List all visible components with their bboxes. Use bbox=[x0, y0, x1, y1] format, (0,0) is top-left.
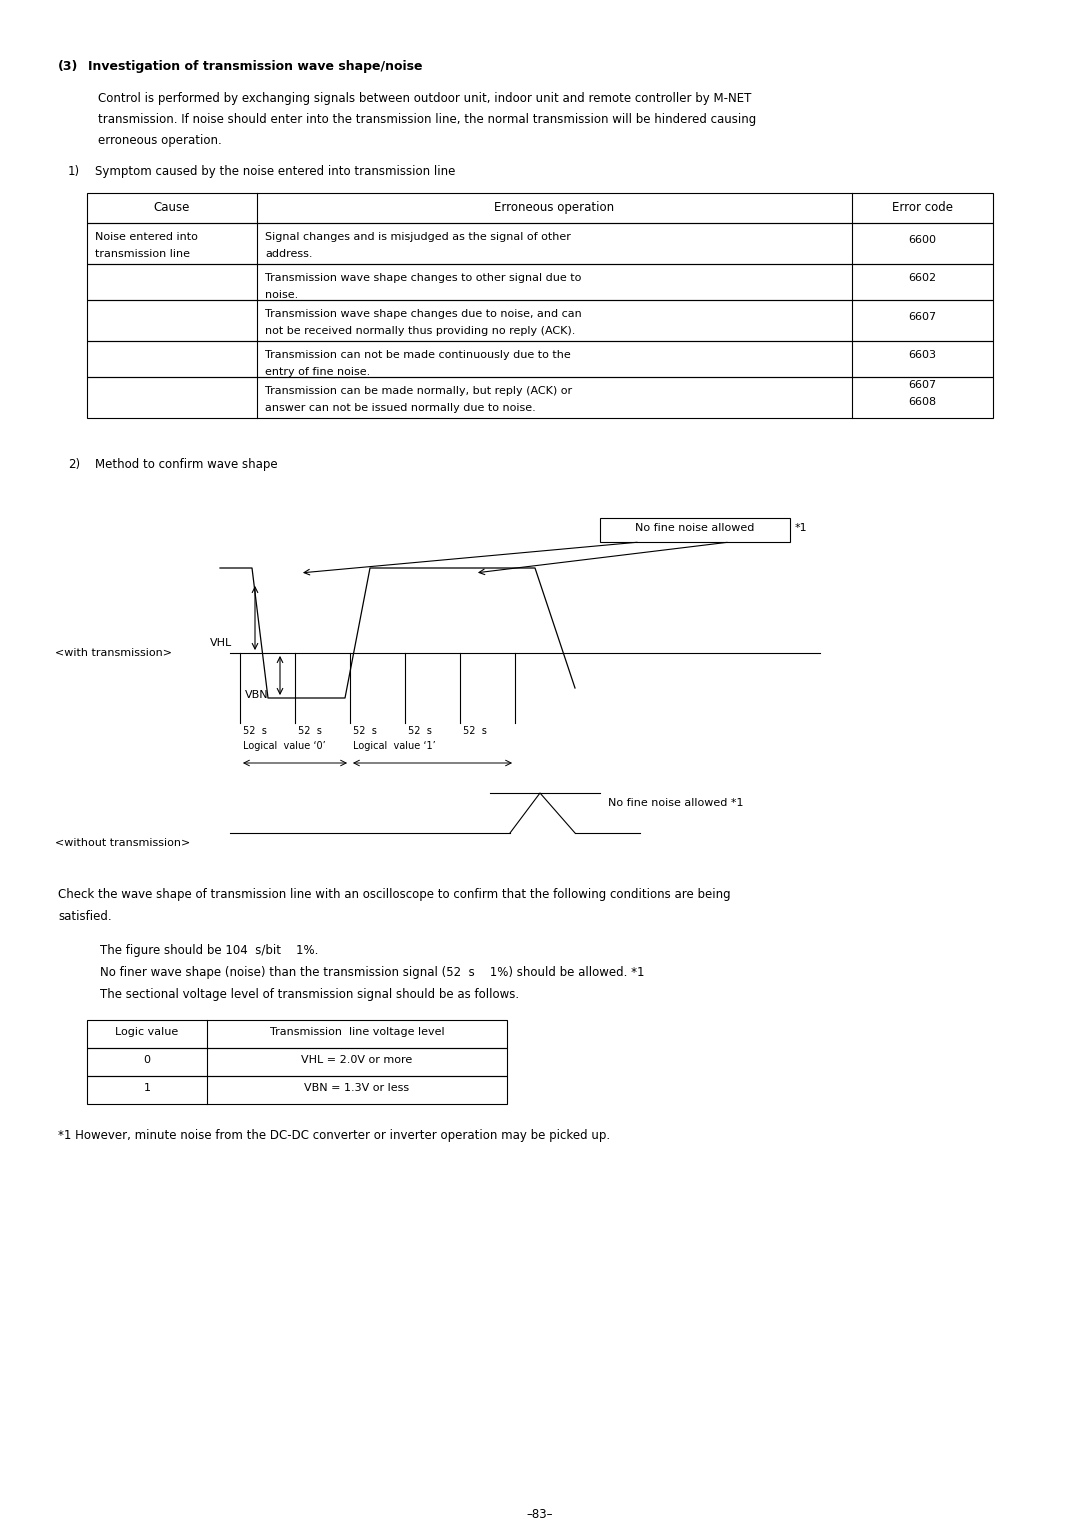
Text: 52  s: 52 s bbox=[408, 726, 432, 736]
Text: Signal changes and is misjudged as the signal of other: Signal changes and is misjudged as the s… bbox=[265, 232, 571, 241]
Text: 6607: 6607 bbox=[908, 312, 936, 322]
Text: 6603: 6603 bbox=[908, 350, 936, 361]
Text: Transmission wave shape changes to other signal due to: Transmission wave shape changes to other… bbox=[265, 274, 581, 283]
Bar bbox=[87, 264, 993, 299]
Text: No fine noise allowed: No fine noise allowed bbox=[635, 523, 755, 533]
Text: satisfied.: satisfied. bbox=[58, 911, 111, 923]
Text: 6602: 6602 bbox=[908, 274, 936, 283]
Text: Transmission can not be made continuously due to the: Transmission can not be made continuousl… bbox=[265, 350, 570, 361]
Text: The sectional voltage level of transmission signal should be as follows.: The sectional voltage level of transmiss… bbox=[100, 989, 519, 1001]
Text: 52  s: 52 s bbox=[298, 726, 322, 736]
Text: 1): 1) bbox=[68, 165, 80, 177]
Bar bbox=[87, 341, 993, 377]
Bar bbox=[87, 223, 993, 264]
Text: *1 However, minute noise from the DC-DC converter or inverter operation may be p: *1 However, minute noise from the DC-DC … bbox=[58, 1129, 610, 1141]
Text: Erroneous operation: Erroneous operation bbox=[494, 202, 615, 214]
Text: No finer wave shape (noise) than the transmission signal (52  s    1%) should be: No finer wave shape (noise) than the tra… bbox=[100, 966, 645, 979]
Text: <without transmission>: <without transmission> bbox=[55, 837, 190, 848]
Text: answer can not be issued normally due to noise.: answer can not be issued normally due to… bbox=[265, 403, 536, 413]
Text: Control is performed by exchanging signals between outdoor unit, indoor unit and: Control is performed by exchanging signa… bbox=[98, 92, 752, 105]
Text: 52  s: 52 s bbox=[353, 726, 377, 736]
Text: 2): 2) bbox=[68, 458, 80, 471]
Text: VHL: VHL bbox=[210, 639, 232, 648]
Text: VBN: VBN bbox=[245, 691, 269, 700]
Text: The figure should be 104  s/bit    1%.: The figure should be 104 s/bit 1%. bbox=[100, 944, 319, 957]
Text: No fine noise allowed *1: No fine noise allowed *1 bbox=[608, 798, 743, 808]
Text: *1: *1 bbox=[795, 523, 808, 533]
Text: 6607: 6607 bbox=[908, 380, 936, 390]
Text: Transmission wave shape changes due to noise, and can: Transmission wave shape changes due to n… bbox=[265, 309, 582, 319]
Text: Logical  value ‘1’: Logical value ‘1’ bbox=[353, 741, 435, 750]
Text: Logical  value ‘0’: Logical value ‘0’ bbox=[243, 741, 326, 750]
Text: Error code: Error code bbox=[891, 202, 953, 214]
Text: transmission line: transmission line bbox=[95, 249, 190, 260]
Bar bbox=[87, 193, 993, 223]
Text: Transmission  line voltage level: Transmission line voltage level bbox=[270, 1027, 444, 1038]
Text: noise.: noise. bbox=[265, 290, 298, 299]
Text: 6600: 6600 bbox=[908, 235, 936, 244]
Text: VHL = 2.0V or more: VHL = 2.0V or more bbox=[301, 1054, 413, 1065]
Text: Method to confirm wave shape: Method to confirm wave shape bbox=[95, 458, 278, 471]
Text: –83–: –83– bbox=[527, 1508, 553, 1520]
Text: erroneous operation.: erroneous operation. bbox=[98, 134, 221, 147]
Text: Symptom caused by the noise entered into transmission line: Symptom caused by the noise entered into… bbox=[95, 165, 456, 177]
Bar bbox=[87, 299, 993, 341]
Text: 0: 0 bbox=[144, 1054, 150, 1065]
Bar bbox=[87, 1021, 507, 1048]
Text: Cause: Cause bbox=[153, 202, 190, 214]
Text: address.: address. bbox=[265, 249, 312, 260]
Text: (3): (3) bbox=[58, 60, 79, 73]
Bar bbox=[87, 377, 993, 419]
Text: 6608: 6608 bbox=[908, 397, 936, 406]
Text: Transmission can be made normally, but reply (ACK) or: Transmission can be made normally, but r… bbox=[265, 387, 572, 396]
Text: Logic value: Logic value bbox=[116, 1027, 178, 1038]
Bar bbox=[87, 1076, 507, 1105]
Text: Check the wave shape of transmission line with an oscilloscope to confirm that t: Check the wave shape of transmission lin… bbox=[58, 888, 731, 902]
Text: Noise entered into: Noise entered into bbox=[95, 232, 198, 241]
Text: <with transmission>: <with transmission> bbox=[55, 648, 172, 659]
Text: not be received normally thus providing no reply (ACK).: not be received normally thus providing … bbox=[265, 325, 576, 336]
Bar bbox=[87, 1048, 507, 1076]
Text: entry of fine noise.: entry of fine noise. bbox=[265, 367, 370, 377]
Text: VBN = 1.3V or less: VBN = 1.3V or less bbox=[305, 1083, 409, 1093]
Text: Investigation of transmission wave shape/noise: Investigation of transmission wave shape… bbox=[87, 60, 422, 73]
Text: transmission. If noise should enter into the transmission line, the normal trans: transmission. If noise should enter into… bbox=[98, 113, 756, 125]
Text: 52  s: 52 s bbox=[463, 726, 487, 736]
Text: 52  s: 52 s bbox=[243, 726, 267, 736]
Text: 1: 1 bbox=[144, 1083, 150, 1093]
Bar bbox=[600, 518, 789, 542]
